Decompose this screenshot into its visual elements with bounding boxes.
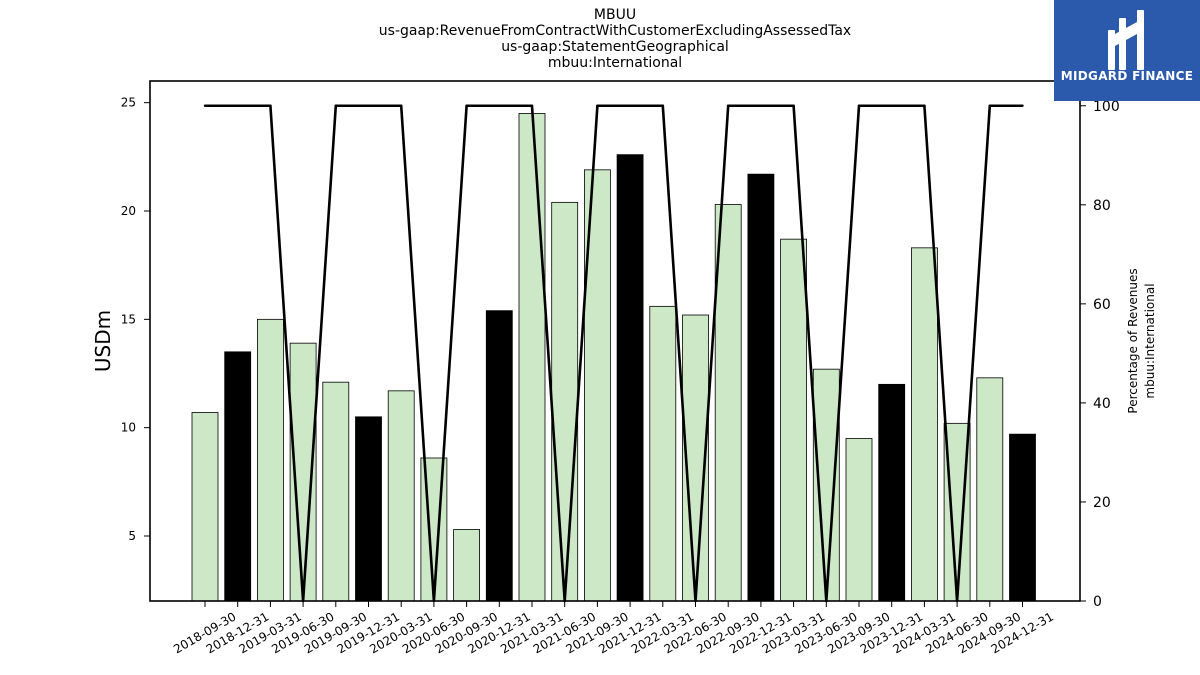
left-tick-label: 25	[121, 96, 136, 110]
right-tick-label: 80	[1093, 198, 1111, 214]
right-tick-label: 20	[1093, 495, 1111, 511]
line-point-2023-03-31	[792, 104, 795, 107]
line-point-2022-09-30	[727, 104, 730, 107]
line-point-2019-12-31	[367, 104, 370, 107]
bar-2019-09-30	[322, 381, 350, 602]
logo-text: MIDGARD FINANCE	[1060, 69, 1194, 83]
bar-2021-03-31	[518, 113, 546, 602]
bar-2020-03-31	[387, 390, 415, 602]
line-point-2024-09-30	[988, 104, 991, 107]
left-tick-label: 10	[121, 421, 136, 435]
chart-title-ticker: MBUU	[593, 7, 637, 23]
right-tick-label: 40	[1093, 396, 1111, 412]
x-axis-ticks: 2018-09-302018-12-312019-03-312019-06-30…	[171, 601, 1056, 656]
chart-title-concept: us-gaap:RevenueFromContractWithCustomerE…	[378, 23, 852, 39]
bar-2022-09-30	[714, 204, 742, 602]
line-point-2024-03-31	[923, 104, 926, 107]
left-axis-ticks: 5 10 15 20 25	[121, 96, 150, 543]
logo-mark-icon	[1108, 10, 1144, 70]
bar-2024-06-30	[943, 422, 971, 602]
right-tick-label: 100	[1093, 99, 1120, 115]
bar-2023-12-31	[878, 383, 906, 602]
bar-2023-06-30	[812, 368, 840, 602]
left-tick-label: 20	[121, 204, 136, 218]
bar-2024-03-31	[911, 247, 938, 602]
line-point-2022-12-31	[759, 104, 763, 107]
left-tick-label: 5	[128, 529, 136, 543]
right-axis-ticks: 0 20 40 60 80 100	[1080, 99, 1120, 610]
line-point-2023-12-31	[890, 104, 893, 107]
chart-title: MBUU us-gaap:RevenueFromContractWithCust…	[265, 7, 965, 71]
bar-2019-03-31	[256, 318, 284, 602]
bar-2018-12-31	[224, 351, 252, 602]
right-tick-label: 0	[1093, 594, 1102, 610]
line-point-2019-03-31	[269, 104, 272, 107]
bar-2021-06-30	[551, 201, 579, 602]
percentage-line	[205, 104, 1023, 603]
bar-2024-09-30	[976, 377, 1004, 602]
line-point-2019-09-30	[334, 104, 337, 107]
line-point-2018-09-30	[203, 104, 207, 107]
plot-frame	[149, 80, 1081, 602]
line-point-2021-09-30	[596, 104, 599, 107]
bar-2024-12-31	[1009, 433, 1036, 602]
y-axis-label: USDm	[91, 310, 115, 372]
line-point-2022-03-31	[661, 104, 664, 107]
line-point-2021-03-31	[530, 104, 534, 107]
y2-axis-label-line-1: Percentage of Revenues	[1126, 268, 1140, 413]
chart-title-member: mbuu:International	[547, 55, 683, 71]
bar-2020-09-30	[453, 529, 481, 602]
line-point-2020-09-30	[465, 104, 468, 107]
midgard-finance-logo: MIDGARD FINANCE	[1054, 0, 1200, 101]
chart-title-axis: us-gaap:StatementGeographical	[501, 39, 729, 55]
bar-2023-03-31	[780, 238, 807, 602]
y2-axis-label-line-2: mbuu:International	[1143, 283, 1157, 398]
bar-2018-09-30	[191, 412, 219, 602]
bar-2021-12-31	[616, 154, 644, 602]
line-point-2020-12-31	[498, 104, 501, 107]
bar-2023-09-30	[845, 438, 873, 602]
right-tick-label: 60	[1093, 297, 1111, 313]
bar-2019-12-31	[355, 416, 382, 602]
line-point-2020-03-31	[400, 104, 403, 107]
line-point-2024-12-31	[1021, 104, 1024, 107]
left-tick-label: 15	[121, 312, 136, 326]
bar-2020-12-31	[485, 310, 513, 602]
bar-2022-12-31	[747, 173, 775, 602]
bar-2022-03-31	[649, 305, 677, 602]
line-point-2018-12-31	[236, 104, 239, 107]
line-point-2023-09-30	[857, 104, 861, 107]
bar-series	[191, 113, 1036, 602]
line-point-2021-12-31	[628, 104, 632, 107]
